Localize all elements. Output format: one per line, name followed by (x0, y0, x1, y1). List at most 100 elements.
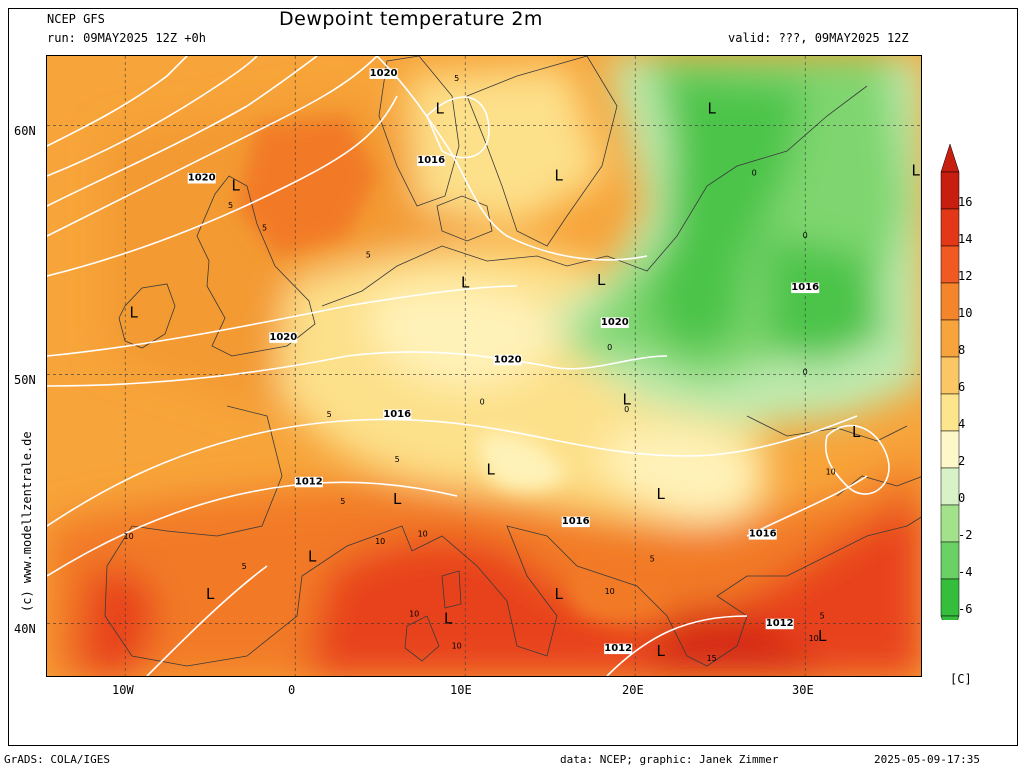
color-scale-segment (940, 541, 960, 580)
color-scale-bottom-arrow (940, 615, 960, 620)
isobar-label: 1016 (417, 155, 445, 166)
low-pressure-marker: L (461, 274, 470, 292)
color-scale-label: 6 (958, 380, 966, 394)
color-scale-segment (940, 245, 960, 284)
copyright-label: (c) www.modellzentrale.de (20, 431, 34, 612)
isobar-label: 1016 (749, 529, 777, 540)
color-scale-segment (940, 504, 960, 543)
footer-grads: GrADS: COLA/IGES (4, 753, 110, 766)
contour-label: 10 (124, 532, 134, 541)
lon-label-30e: 30E (792, 683, 814, 697)
low-pressure-marker: L (130, 303, 139, 321)
contour-label: 10 (826, 467, 836, 476)
contour-label: 10 (418, 530, 428, 539)
low-pressure-marker: L (436, 99, 445, 117)
isobar-label-bg (369, 68, 398, 79)
isobar-label: 1012 (295, 476, 323, 487)
isobar-label-bg (791, 282, 820, 294)
isobar-label: 1020 (188, 173, 216, 184)
map-title: Dewpoint temperature 2m (279, 8, 543, 30)
color-scale-segment (940, 578, 960, 617)
isobar-label: 1012 (604, 643, 632, 654)
low-pressure-marker: L (657, 642, 666, 660)
graticule (47, 56, 921, 676)
contour-label: 0 (624, 405, 629, 414)
contour-label: 5 (242, 562, 247, 571)
low-pressure-marker: L (555, 585, 564, 603)
low-pressure-marker: L (444, 610, 453, 628)
color-scale-bar (940, 143, 960, 620)
footer-credit: data: NCEP; graphic: Janek Zimmer (560, 753, 779, 766)
lon-label-0: 0 (288, 683, 296, 697)
contour-label: 5 (395, 455, 400, 464)
low-pressure-marker: L (912, 162, 921, 180)
color-scale-label: 4 (958, 417, 966, 431)
unit-label: [C] (950, 672, 972, 686)
lon-label-10e: 10E (450, 683, 472, 697)
color-scale-label: -2 (958, 528, 973, 542)
isobar-label-bg (294, 476, 323, 488)
isobar-labels: 1020 1016 1020 1020 1020 1020 1016 1016 1012 1016… (187, 68, 820, 655)
low-pressure-marker: L (393, 490, 402, 508)
footer-timestamp: 2025-05-09-17:35 (874, 753, 980, 766)
color-scale-label: -4 (958, 565, 973, 579)
color-scale-top-arrow (940, 143, 960, 173)
lon-label-20e: 20E (622, 683, 644, 697)
low-pressure-marker: L (555, 167, 564, 185)
color-scale-label: 16 (958, 195, 973, 209)
dewpoint-field (47, 56, 921, 676)
low-pressure-marker: L (657, 485, 666, 503)
low-pressure-marker: L (852, 423, 861, 441)
low-pressure-marker: L (232, 176, 241, 194)
isobar-label-bg (561, 516, 590, 528)
contour-label: 5 (820, 612, 825, 621)
color-scale-segment (940, 171, 960, 210)
contour-label: 5 (262, 223, 267, 232)
color-scale-label: 0 (958, 491, 966, 505)
contour-label: 5 (340, 497, 345, 506)
low-pressure-marker: L (487, 460, 496, 478)
pressure-lows: L L L L L L L L L L L L L L L L L L L (130, 99, 921, 660)
isobar-label-bg (604, 643, 633, 655)
valid-info: valid: ???, 09MAY2025 12Z (728, 31, 909, 45)
color-scale-segment (940, 356, 960, 395)
color-scale-label: 2 (958, 454, 966, 468)
color-scale-segment (940, 430, 960, 469)
low-pressure-marker: L (818, 627, 827, 645)
lat-label-40n: 40N (14, 622, 36, 636)
color-scale-segment (940, 282, 960, 321)
model-name: NCEP GFS (47, 12, 105, 26)
coastlines (104, 56, 921, 667)
isobar-label-bg (765, 618, 794, 630)
contour-label: 0 (480, 398, 485, 407)
color-scale-segment (940, 393, 960, 432)
isobar-label-bg (269, 332, 298, 343)
contour-label: 0 (803, 231, 808, 240)
contour-label: 5 (228, 201, 233, 210)
contour-label: 0 (752, 169, 757, 178)
contour-label: 10 (809, 634, 819, 643)
figure-frame (8, 8, 1018, 746)
isobar-label: 1020 (370, 68, 398, 79)
color-scale-segment (940, 467, 960, 506)
isobar-label-bg (600, 317, 629, 328)
contour-label: 15 (707, 654, 717, 663)
color-scale-label: 8 (958, 343, 966, 357)
low-pressure-marker: L (708, 99, 717, 117)
color-scale-label: 12 (958, 269, 973, 283)
contour-label: 5 (327, 410, 332, 419)
contour-label: 5 (454, 74, 459, 83)
color-scale-label: 10 (958, 306, 973, 320)
isobar-label: 1016 (383, 409, 411, 420)
contour-label: 10 (409, 609, 419, 618)
isobar-label-bg (187, 173, 216, 184)
isobar-label: 1020 (269, 332, 297, 343)
contour-label: 5 (366, 251, 371, 260)
run-info: run: 09MAY2025 12Z +0h (47, 31, 206, 45)
lat-label-50n: 50N (14, 373, 36, 387)
isobar-label-bg (748, 529, 777, 540)
color-scale-label: 14 (958, 232, 973, 246)
low-pressure-marker: L (597, 271, 606, 289)
isobar-label-bg (383, 409, 412, 421)
